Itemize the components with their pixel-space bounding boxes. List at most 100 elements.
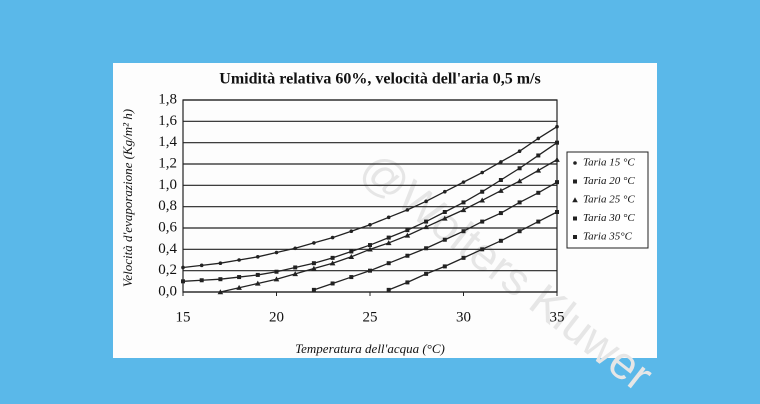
data-point xyxy=(424,271,429,276)
data-point xyxy=(292,271,298,277)
x-tick-label: 20 xyxy=(269,309,284,325)
data-point xyxy=(424,219,429,224)
data-point xyxy=(516,178,523,184)
data-point xyxy=(274,269,279,274)
data-point xyxy=(293,265,298,270)
data-point xyxy=(555,180,559,185)
data-point xyxy=(199,263,204,268)
data-point xyxy=(293,246,298,251)
data-point xyxy=(385,240,392,246)
y-axis-label: Velocità d'evaporazione (Kg/m² h) xyxy=(120,109,135,287)
data-point xyxy=(536,136,541,141)
data-point xyxy=(218,277,223,282)
legend-label: Taria 30 °C xyxy=(583,212,635,224)
data-point xyxy=(423,224,429,230)
data-point xyxy=(442,237,447,242)
panel xyxy=(113,63,657,358)
data-point xyxy=(386,261,391,266)
data-point xyxy=(555,210,559,214)
data-point xyxy=(330,255,335,260)
data-point xyxy=(237,258,241,262)
data-point xyxy=(330,235,335,240)
data-point xyxy=(498,187,504,193)
data-point xyxy=(386,235,391,240)
y-tick-label: 0,0 xyxy=(158,283,177,299)
legend-label: Taria 15 °C xyxy=(583,157,635,169)
legend-label: Taria 20 °C xyxy=(583,175,635,187)
series-line xyxy=(388,211,558,291)
data-point xyxy=(536,153,541,158)
data-point xyxy=(329,260,336,266)
x-tick-label: 15 xyxy=(176,309,191,325)
data-point xyxy=(480,170,485,175)
data-point xyxy=(480,247,485,252)
x-tick-label: 25 xyxy=(363,309,378,325)
y-tick-label: 1,0 xyxy=(158,177,177,193)
legend-label: Taria 25 °C xyxy=(583,194,635,206)
data-point xyxy=(554,156,560,162)
data-point xyxy=(461,255,466,260)
y-tick-label: 0,6 xyxy=(158,219,177,235)
data-point xyxy=(498,238,503,243)
data-point xyxy=(498,211,503,216)
data-point xyxy=(255,280,261,286)
data-point xyxy=(312,241,316,245)
data-point xyxy=(273,276,280,282)
legend-box xyxy=(566,151,649,249)
legend-label: Taria 35°C xyxy=(583,231,633,243)
data-point xyxy=(330,281,335,286)
data-point xyxy=(405,228,410,233)
data-point xyxy=(555,124,559,129)
data-point xyxy=(368,243,372,248)
data-point xyxy=(348,254,355,259)
y-tick-label: 0,4 xyxy=(158,241,177,257)
chart-title: Umidità relativa 60%, velocità dell'aria… xyxy=(219,71,540,88)
data-point xyxy=(479,197,485,203)
data-point xyxy=(237,275,242,280)
data-point xyxy=(349,229,354,233)
data-point xyxy=(499,160,503,164)
data-point xyxy=(535,167,542,173)
data-point xyxy=(460,207,467,213)
data-point xyxy=(461,229,466,234)
data-point xyxy=(480,219,485,224)
legend-marker xyxy=(573,235,577,239)
data-point xyxy=(536,190,541,195)
data-point xyxy=(443,189,447,194)
data-point xyxy=(461,180,466,184)
data-point xyxy=(442,215,448,221)
x-tick-label: 30 xyxy=(456,309,471,325)
data-point xyxy=(255,272,260,277)
data-point xyxy=(386,215,391,220)
data-point xyxy=(199,278,204,283)
data-point xyxy=(311,287,316,292)
legend-marker xyxy=(573,216,577,221)
data-point xyxy=(311,261,316,266)
legend-marker xyxy=(572,197,578,203)
data-point xyxy=(517,229,522,234)
data-point xyxy=(217,289,224,295)
y-tick-label: 1,6 xyxy=(158,113,177,129)
data-point xyxy=(405,208,410,212)
y-tick-label: 1,2 xyxy=(158,155,177,171)
data-point xyxy=(181,279,185,284)
y-tick-label: 0,8 xyxy=(158,198,177,214)
data-point xyxy=(442,210,447,214)
legend-marker xyxy=(573,161,577,165)
data-point xyxy=(498,178,503,182)
y-tick-label: 0,2 xyxy=(158,262,177,278)
data-point xyxy=(236,284,242,290)
data-point xyxy=(386,287,391,292)
data-point xyxy=(555,140,559,145)
data-point xyxy=(424,199,428,204)
x-axis-label: Temperatura dell'acqua (°C) xyxy=(295,341,445,356)
data-point xyxy=(311,265,317,271)
data-point xyxy=(368,223,372,227)
data-point xyxy=(536,219,541,224)
data-point xyxy=(255,254,260,259)
y-tick-label: 1,4 xyxy=(158,134,177,150)
data-point xyxy=(405,280,410,285)
data-point xyxy=(461,200,466,205)
plot-frame xyxy=(182,99,558,293)
